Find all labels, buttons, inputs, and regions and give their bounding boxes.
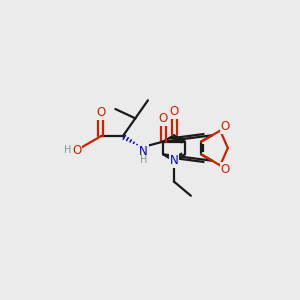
Text: O: O xyxy=(96,106,105,119)
Text: O: O xyxy=(220,163,230,176)
Text: O: O xyxy=(158,112,168,125)
Text: H: H xyxy=(64,145,71,155)
Text: N: N xyxy=(140,145,148,158)
Text: O: O xyxy=(169,105,178,118)
Text: O: O xyxy=(72,144,81,157)
Text: N: N xyxy=(169,154,178,167)
Text: H: H xyxy=(140,155,147,165)
Text: O: O xyxy=(220,120,230,133)
